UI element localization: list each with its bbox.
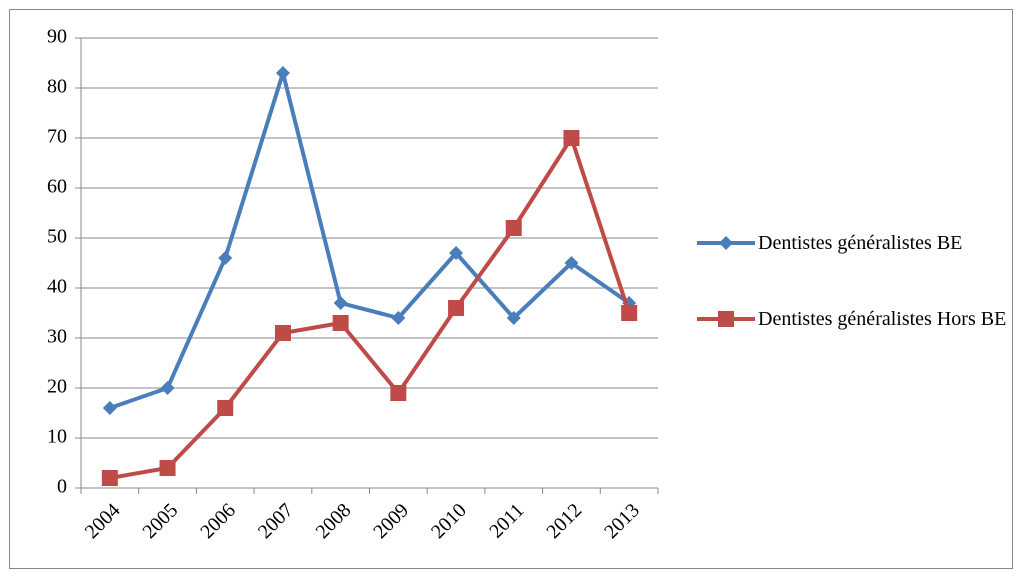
x-tick-label: 2004 — [81, 499, 125, 543]
y-tick-label: 40 — [47, 276, 67, 298]
marker — [218, 251, 233, 265]
y-tick-label: 30 — [47, 326, 67, 348]
series-line — [109, 71, 631, 410]
legend-marker — [719, 236, 733, 250]
marker — [448, 300, 465, 316]
y-tick-label: 90 — [47, 26, 67, 48]
marker — [391, 311, 406, 325]
chart-border — [9, 9, 1013, 569]
marker — [332, 315, 349, 331]
marker — [274, 325, 291, 341]
marker — [102, 401, 117, 415]
legend-marker — [718, 311, 734, 327]
y-tick-label: 80 — [47, 76, 67, 98]
x-tick-label: 2010 — [427, 499, 471, 543]
x-tick-label: 2006 — [196, 499, 240, 543]
x-tick-label: 2008 — [312, 499, 356, 543]
marker — [505, 220, 522, 236]
x-tick-label: 2005 — [138, 499, 182, 543]
marker — [506, 311, 521, 325]
y-tick-label: 60 — [47, 176, 67, 198]
marker — [101, 470, 118, 486]
marker — [563, 130, 580, 146]
marker — [390, 385, 407, 401]
y-tick-label: 70 — [47, 126, 67, 148]
x-tick-label: 2011 — [485, 499, 528, 542]
marker — [160, 381, 175, 395]
marker — [333, 296, 348, 310]
x-tick-label: 2012 — [542, 499, 586, 543]
legend-label: Dentistes généralistes Hors BE — [758, 308, 1007, 330]
marker — [449, 246, 464, 260]
x-tick-label: 2007 — [254, 499, 298, 543]
x-tick-label: 2009 — [369, 499, 413, 543]
marker — [621, 305, 638, 321]
marker — [275, 66, 290, 80]
y-tick-label: 0 — [57, 476, 67, 498]
marker — [217, 400, 234, 416]
y-tick-label: 10 — [47, 426, 67, 448]
marker — [159, 460, 176, 476]
marker — [564, 256, 579, 270]
series-line — [109, 136, 632, 480]
y-tick-label: 50 — [47, 226, 67, 248]
x-tick-label: 2013 — [600, 499, 644, 543]
legend-label: Dentistes généralistes BE — [758, 232, 963, 254]
y-tick-label: 20 — [47, 376, 67, 398]
